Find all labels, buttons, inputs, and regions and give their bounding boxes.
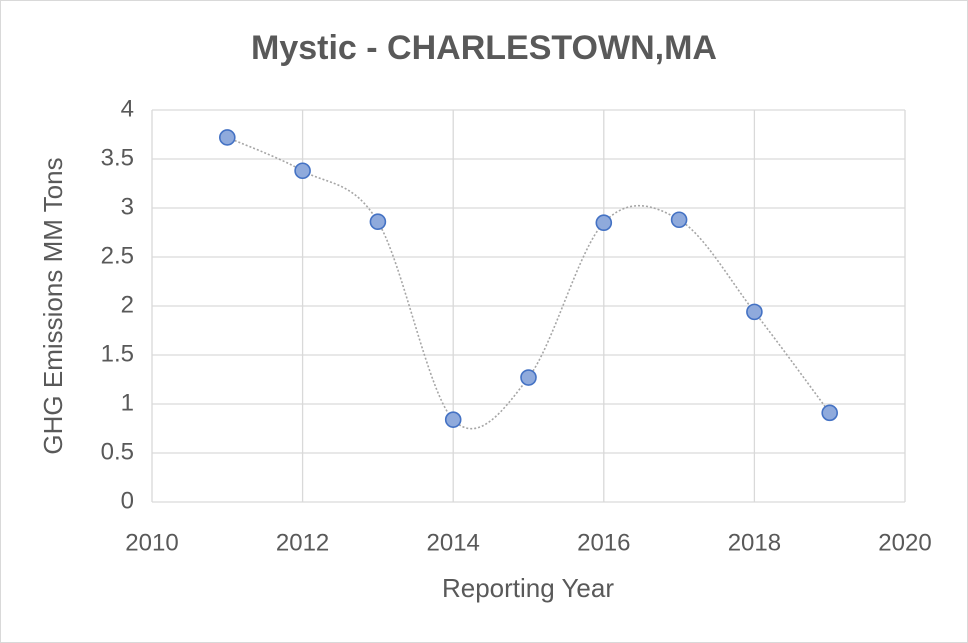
data-point xyxy=(595,214,613,231)
y-axis-label: GHG Emissions MM Tons xyxy=(38,157,68,454)
y-tick-label: 0.5 xyxy=(101,438,134,465)
data-point xyxy=(294,162,311,180)
y-tick-label: 2.5 xyxy=(101,242,134,269)
x-tick-label: 2020 xyxy=(878,529,931,556)
data-point xyxy=(444,411,462,428)
data-point xyxy=(670,211,688,229)
y-tick-label: 3.5 xyxy=(101,144,134,171)
y-tick-label: 4 xyxy=(121,95,134,122)
data-point xyxy=(219,129,236,146)
x-tick-label: 2018 xyxy=(728,529,781,556)
x-tick-label: 2010 xyxy=(125,529,178,556)
x-axis-label: Reporting Year xyxy=(442,573,614,603)
x-tick-label: 2014 xyxy=(427,529,480,556)
y-tick-label: 2 xyxy=(121,291,134,318)
data-point xyxy=(821,404,839,422)
y-tick-label: 0 xyxy=(121,487,134,514)
data-point xyxy=(369,213,387,231)
data-point xyxy=(520,369,537,386)
chart-title: Mystic - CHARLESTOWN,MA xyxy=(251,29,717,67)
data-point xyxy=(746,303,763,321)
x-tick-label: 2012 xyxy=(276,529,329,556)
y-tick-label: 1 xyxy=(121,389,134,416)
y-tick-label: 3 xyxy=(121,193,134,220)
y-tick-label: 1.5 xyxy=(101,340,134,367)
x-tick-label: 2016 xyxy=(577,529,630,556)
